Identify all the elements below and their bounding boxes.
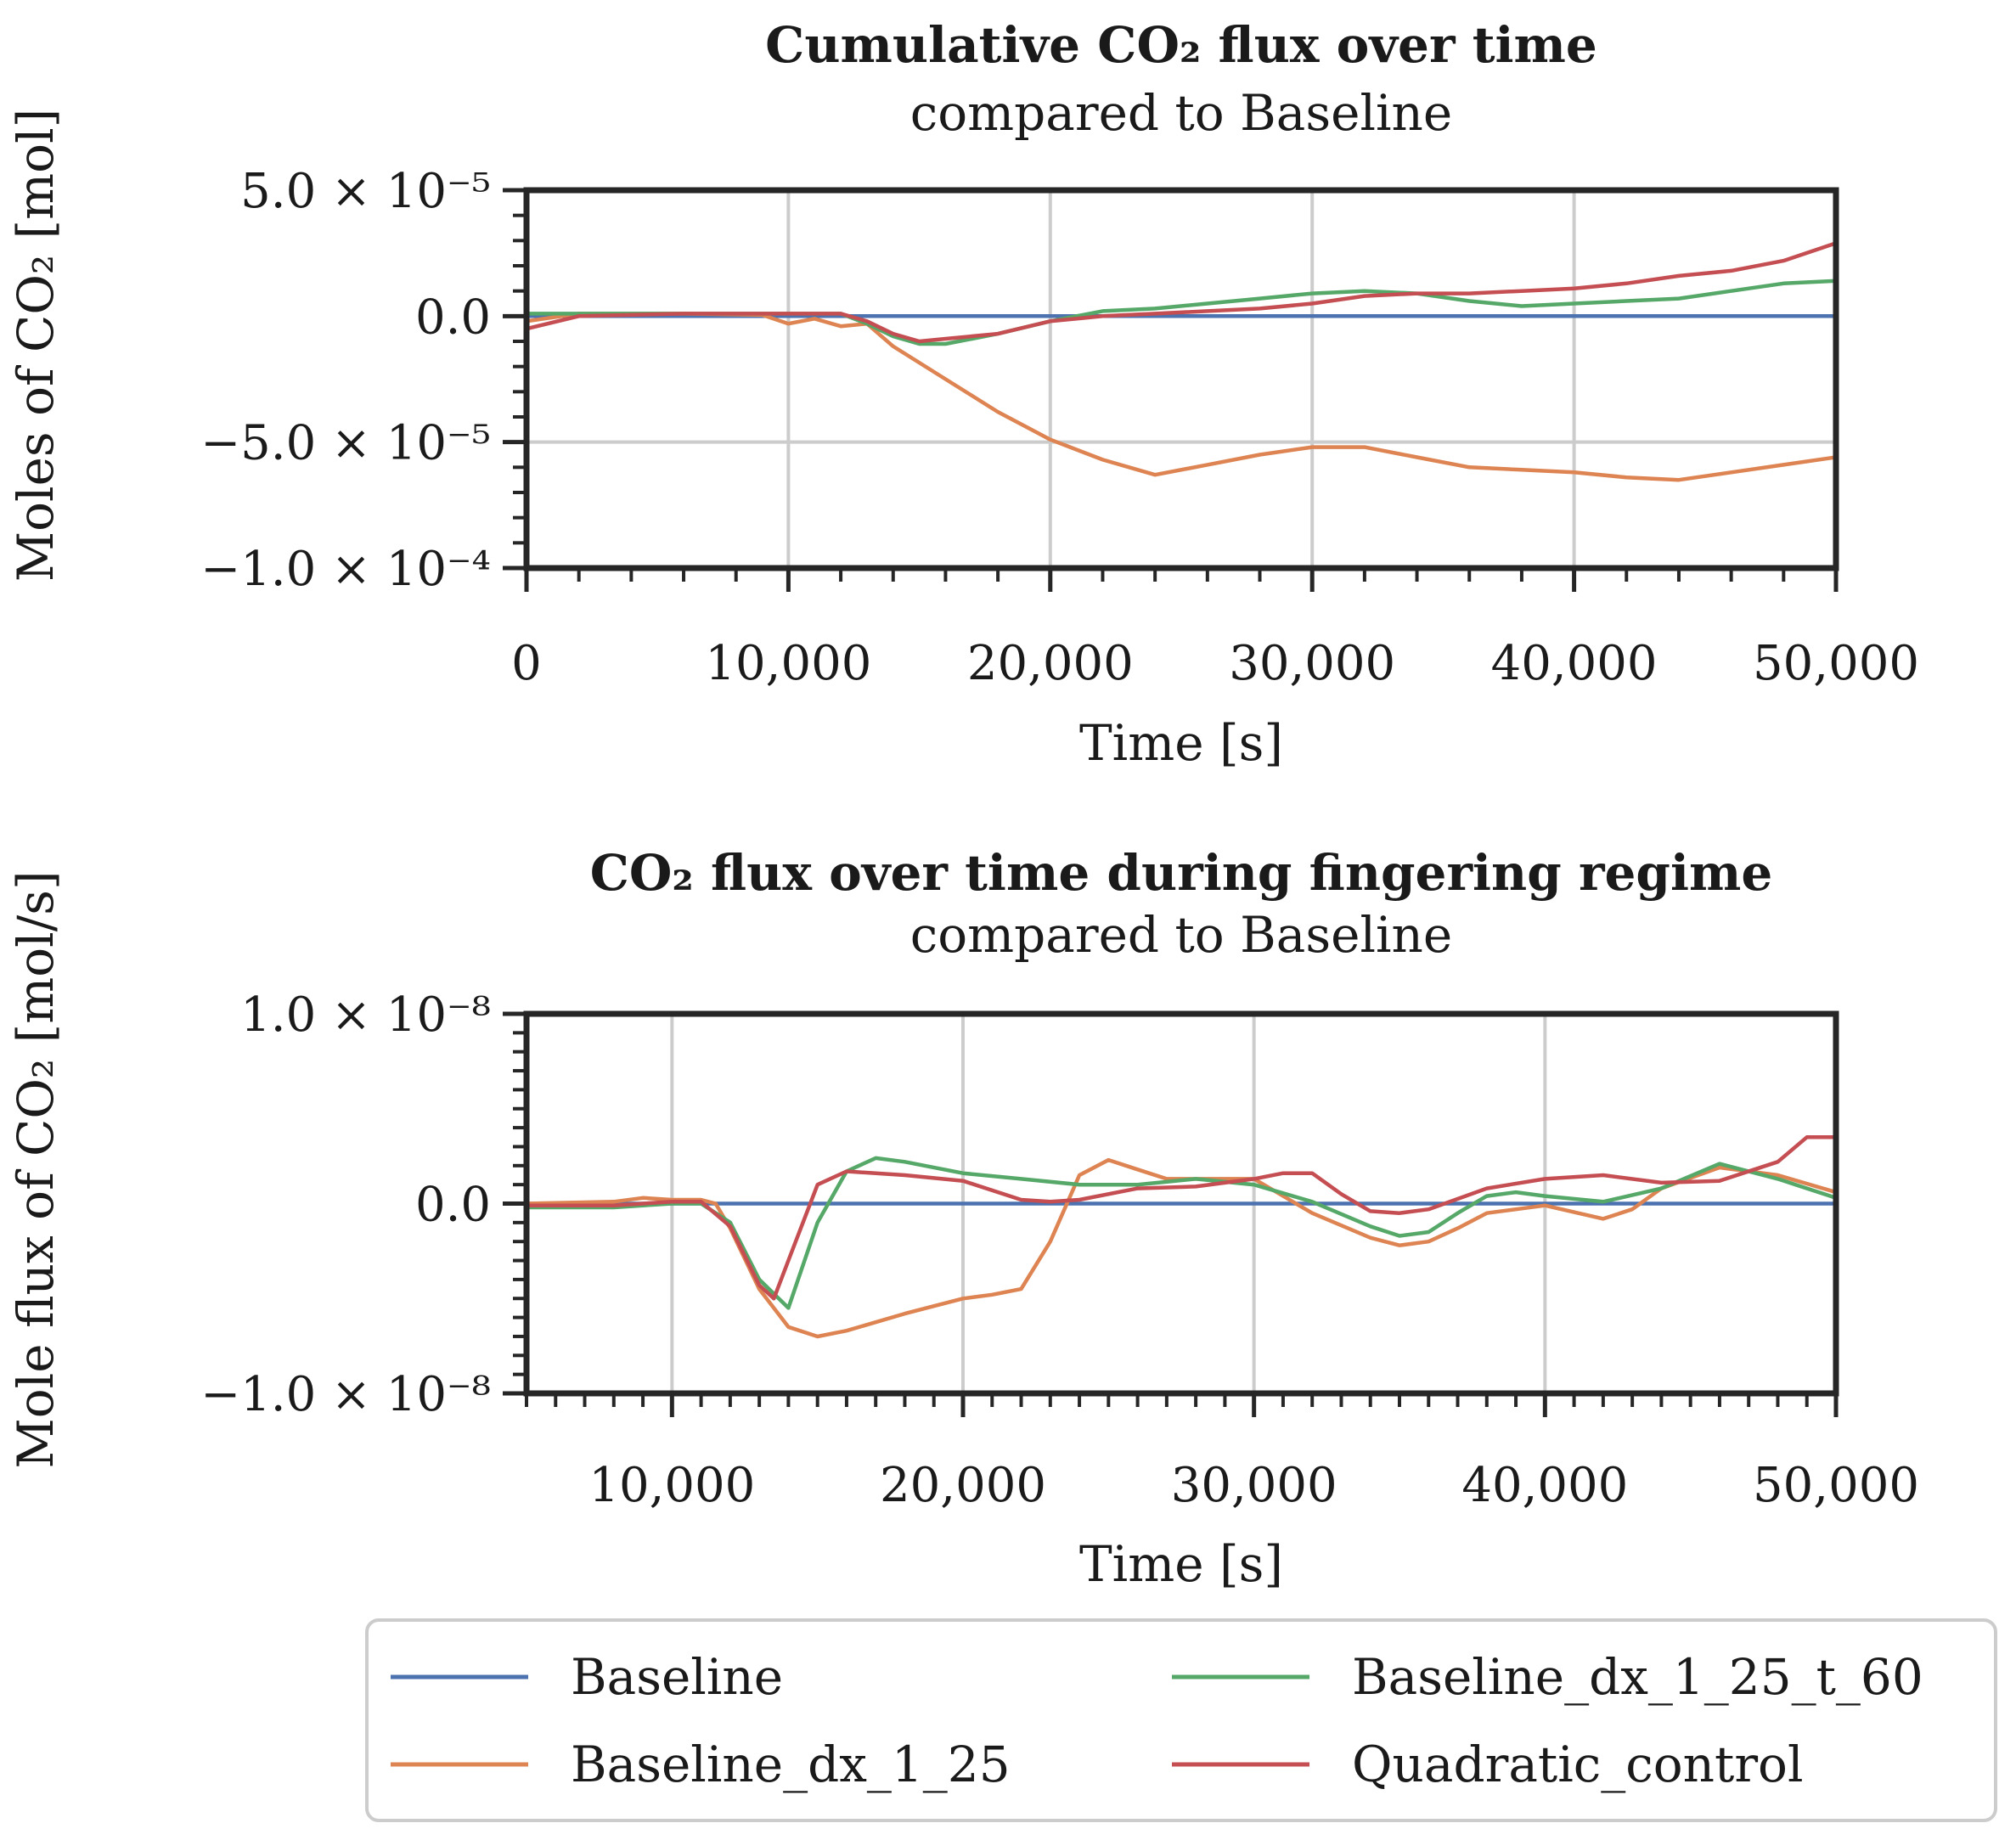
x-tick-label: 50,000	[1753, 1458, 1919, 1513]
series-line-baseline-dx-1-25-t-60	[527, 1156, 1836, 1310]
y-tick-label: 0.0	[415, 290, 491, 345]
x-tick-label: 40,000	[1491, 636, 1658, 691]
chart-title: Cumulative CO₂ flux over time	[765, 16, 1597, 74]
x-tick-label: 20,000	[880, 1458, 1046, 1513]
axes-frame	[523, 187, 1839, 571]
legend-label: Quadratic_control	[1352, 1736, 1804, 1793]
fingering-flux-chart: CO₂ flux over time during fingering regi…	[7, 844, 1919, 1593]
x-tick-label: 10,000	[705, 636, 871, 691]
series-line-baseline-dx-1-25	[527, 312, 1836, 482]
cumulative-flux-chart: Cumulative CO₂ flux over time compared to…	[7, 16, 1919, 772]
x-tick-label: 0	[511, 636, 542, 691]
x-tick-label: 30,000	[1229, 636, 1395, 691]
y-tick-label: −1.0 × 10⁻⁸	[200, 1367, 491, 1422]
chart-title: CO₂ flux over time during fingering regi…	[590, 844, 1773, 902]
series-line-quadratic-control	[527, 241, 1836, 344]
y-axis-label: Mole flux of CO₂ [mol/s]	[7, 870, 65, 1468]
legend-label: Baseline_dx_1_25_t_60	[1352, 1648, 1923, 1706]
y-tick-label: 5.0 × 10⁻⁵	[240, 164, 491, 219]
legend: Baseline Baseline_dx_1_25_t_60 Baseline_dx…	[365, 1618, 1997, 1822]
x-tick-label: 40,000	[1461, 1458, 1628, 1513]
legend-label: Baseline	[571, 1648, 783, 1706]
x-tick-label: 20,000	[967, 636, 1134, 691]
x-tick-label: 30,000	[1171, 1458, 1337, 1513]
chart-subtitle: compared to Baseline	[910, 84, 1452, 142]
legend-box	[365, 1618, 1997, 1822]
x-axis-label: Time [s]	[1079, 714, 1283, 772]
series-line-quadratic-control	[527, 1135, 1836, 1301]
x-tick-label: 50,000	[1753, 636, 1919, 691]
chart-subtitle: compared to Baseline	[910, 906, 1452, 964]
y-tick-label: 1.0 × 10⁻⁸	[240, 988, 491, 1043]
x-axis-label: Time [s]	[1079, 1535, 1283, 1593]
legend-label: Baseline_dx_1_25	[571, 1736, 1011, 1793]
y-tick-label: −5.0 × 10⁻⁵	[200, 416, 491, 471]
y-axis-label: Moles of CO₂ [mol]	[7, 109, 65, 582]
y-tick-label: 0.0	[415, 1178, 491, 1233]
y-tick-label: −1.0 × 10⁻⁴	[200, 542, 491, 597]
x-tick-label: 10,000	[588, 1458, 755, 1513]
